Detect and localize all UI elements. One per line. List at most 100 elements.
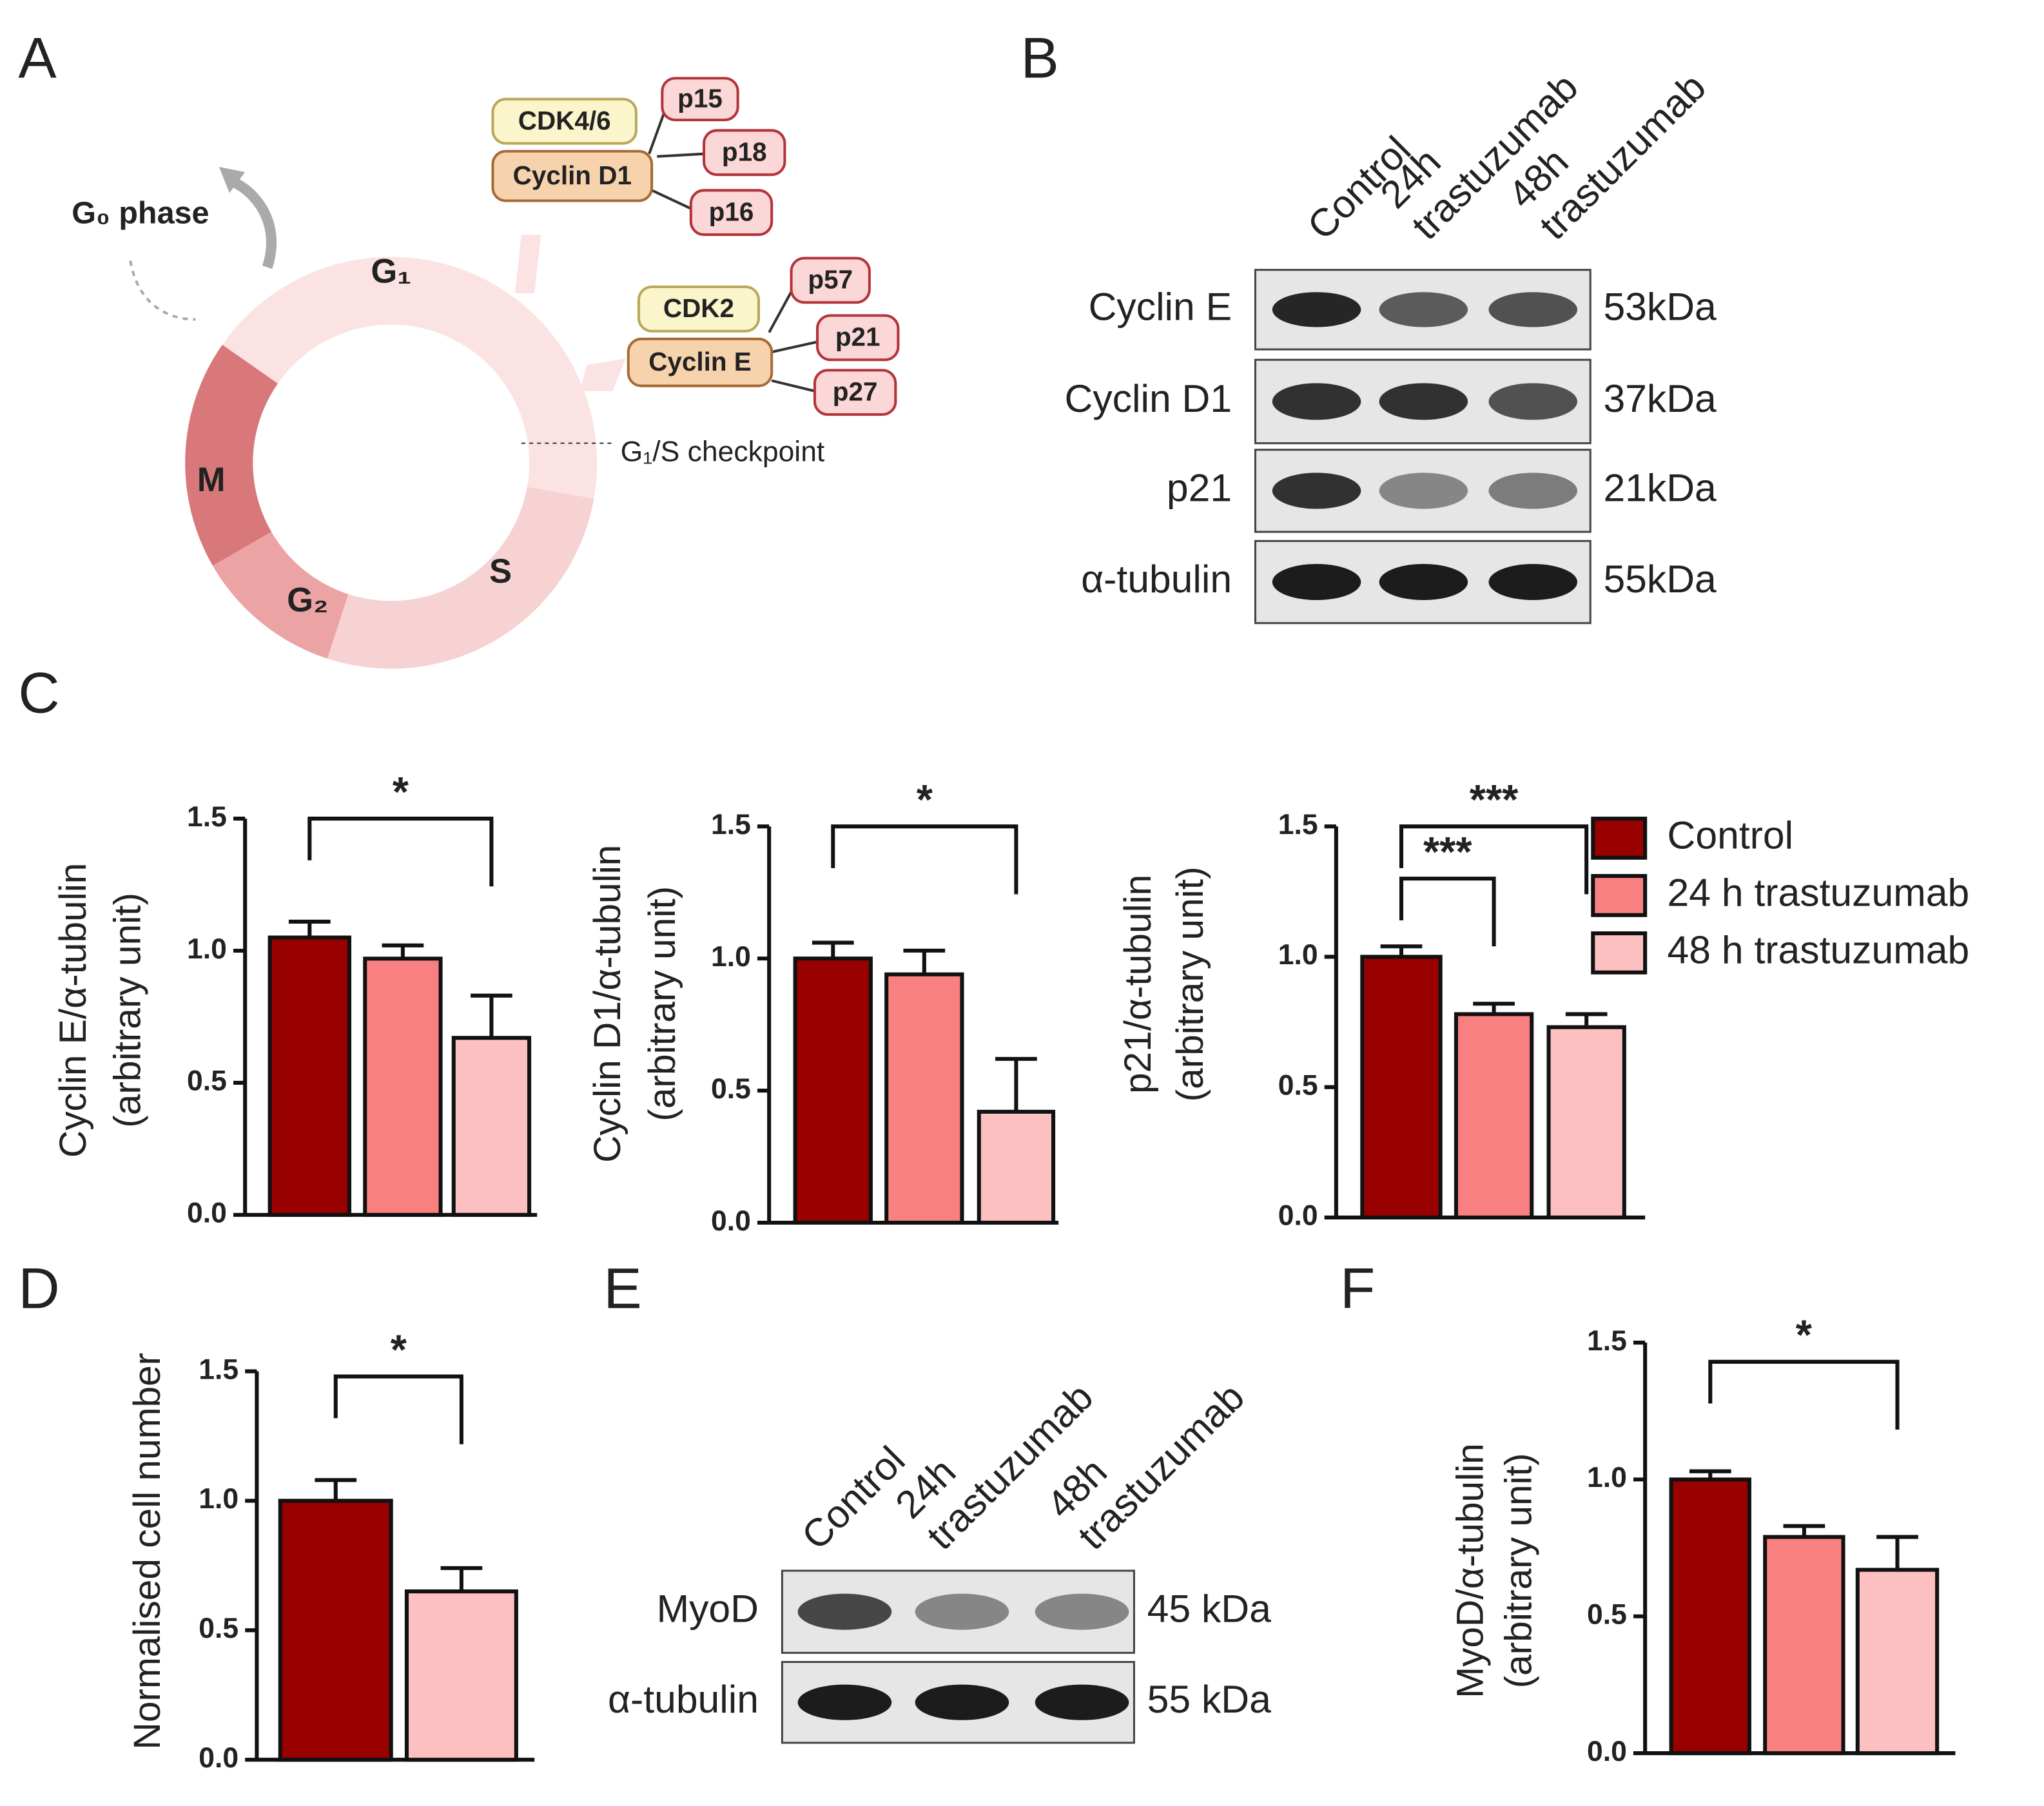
phase-segment xyxy=(185,344,278,566)
y-tick-label: 1.5 xyxy=(711,809,751,840)
phase-segment xyxy=(222,257,598,499)
arrow xyxy=(129,260,196,321)
legend-label: Control xyxy=(1668,813,1794,857)
band xyxy=(915,1593,1009,1630)
legend-swatch xyxy=(1591,874,1648,917)
band xyxy=(1035,1593,1129,1630)
y-tick-label: 0.0 xyxy=(1587,1736,1627,1767)
bar xyxy=(793,956,873,1225)
protein-label: Cyclin D1 xyxy=(1065,376,1232,420)
bar xyxy=(1546,1025,1626,1219)
y-tick-label: 0.0 xyxy=(187,1198,227,1229)
protein-label: α-tubulin xyxy=(1081,557,1232,601)
protein-label: p18 xyxy=(722,137,767,166)
bar xyxy=(1763,1535,1845,1756)
bar xyxy=(884,972,964,1225)
protein-label: p27 xyxy=(833,376,878,406)
significance-label: *** xyxy=(1470,776,1519,823)
y-tick-label: 0.5 xyxy=(187,1065,227,1097)
y-tick-label: 0.5 xyxy=(1278,1069,1318,1101)
y-tick-label: 1.0 xyxy=(199,1483,238,1515)
arrow xyxy=(232,177,277,269)
significance-label: * xyxy=(393,768,409,815)
y-tick-label: 1.5 xyxy=(199,1354,238,1385)
protein-label: p21 xyxy=(1167,466,1232,510)
y-tick-label: 0.5 xyxy=(1587,1598,1627,1630)
phase-label: M xyxy=(197,461,226,499)
size-label: 37kDa xyxy=(1603,376,1717,420)
phase-label: G₂ xyxy=(287,581,328,619)
protein-box xyxy=(815,314,900,362)
bar xyxy=(278,1499,393,1762)
protein-label: Cyclin D1 xyxy=(513,160,632,190)
y-axis-label: Cyclin E/α-tubulin xyxy=(52,863,94,1158)
size-label: 53kDa xyxy=(1603,284,1717,328)
y-tick-label: 0.0 xyxy=(199,1742,238,1774)
protein-box xyxy=(627,337,774,387)
bar xyxy=(1669,1477,1751,1756)
size-label: 21kDa xyxy=(1603,466,1717,510)
y-axis-label: (arbitrary unit) xyxy=(641,886,683,1121)
band xyxy=(1488,292,1578,327)
protein-box xyxy=(491,150,654,202)
significance-label: * xyxy=(917,776,933,823)
band xyxy=(1379,472,1468,509)
band xyxy=(797,1684,892,1720)
protein-label: p21 xyxy=(835,322,881,352)
protein-label: α-tubulin xyxy=(608,1677,759,1721)
connector xyxy=(579,358,626,391)
band xyxy=(1379,292,1468,327)
arrow-head xyxy=(219,166,246,193)
band xyxy=(1379,383,1468,420)
significance-bracket xyxy=(1399,877,1496,947)
y-tick-label: 0.0 xyxy=(711,1205,751,1237)
connector xyxy=(514,235,541,294)
bar xyxy=(268,935,352,1217)
legend-swatch xyxy=(1591,931,1648,975)
cell-cycle-diagram: G₀ phase G₁ M G₂ S G₁/S checkpoint CDK4/… xyxy=(72,77,900,669)
protein-label: p57 xyxy=(808,265,853,295)
y-tick-label: 1.0 xyxy=(711,941,751,973)
significance-label: *** xyxy=(1423,828,1472,875)
protein-label: p15 xyxy=(677,83,723,113)
protein-box xyxy=(703,129,786,177)
protein-box xyxy=(661,77,739,122)
panel-label: C xyxy=(18,661,59,725)
phase-label: G₁ xyxy=(371,253,411,291)
y-tick-label: 0.5 xyxy=(199,1613,238,1644)
checkpoint-label: G₁/S checkpoint xyxy=(621,436,825,468)
y-tick-label: 1.0 xyxy=(1278,939,1318,971)
band xyxy=(1272,472,1361,509)
protein-box xyxy=(491,97,638,145)
protein-box xyxy=(637,285,761,333)
y-tick-label: 0.0 xyxy=(1278,1200,1318,1232)
y-tick-label: 1.0 xyxy=(1587,1462,1627,1493)
significance-bracket xyxy=(333,1374,463,1444)
band xyxy=(915,1684,1009,1720)
y-tick-label: 1.5 xyxy=(1587,1325,1627,1357)
y-tick-label: 1.5 xyxy=(1278,809,1318,840)
y-tick-label: 1.5 xyxy=(187,801,227,833)
bar xyxy=(363,956,443,1217)
band xyxy=(1272,292,1361,327)
protein-label: CDK2 xyxy=(663,293,734,323)
y-axis-label: Normalised cell number xyxy=(126,1353,168,1750)
bar xyxy=(1855,1568,1940,1756)
band xyxy=(1488,383,1578,420)
bar xyxy=(977,1109,1056,1225)
panel-label: A xyxy=(18,26,57,90)
y-axis-label: MyoD/α-tubulin xyxy=(1450,1443,1492,1698)
bar xyxy=(1360,955,1443,1219)
band xyxy=(1488,472,1578,509)
g0-label: G₀ phase xyxy=(72,196,209,231)
panel-label: E xyxy=(603,1256,641,1321)
protein-box xyxy=(790,257,871,304)
y-tick-label: 0.5 xyxy=(711,1073,751,1105)
band xyxy=(1379,564,1468,601)
significance-bracket xyxy=(831,824,1018,895)
protein-label: Cyclin E xyxy=(648,347,752,376)
bar xyxy=(1454,1012,1534,1219)
panel-label: D xyxy=(18,1256,59,1321)
legend-label: 24 h trastuzumab xyxy=(1668,870,1970,914)
